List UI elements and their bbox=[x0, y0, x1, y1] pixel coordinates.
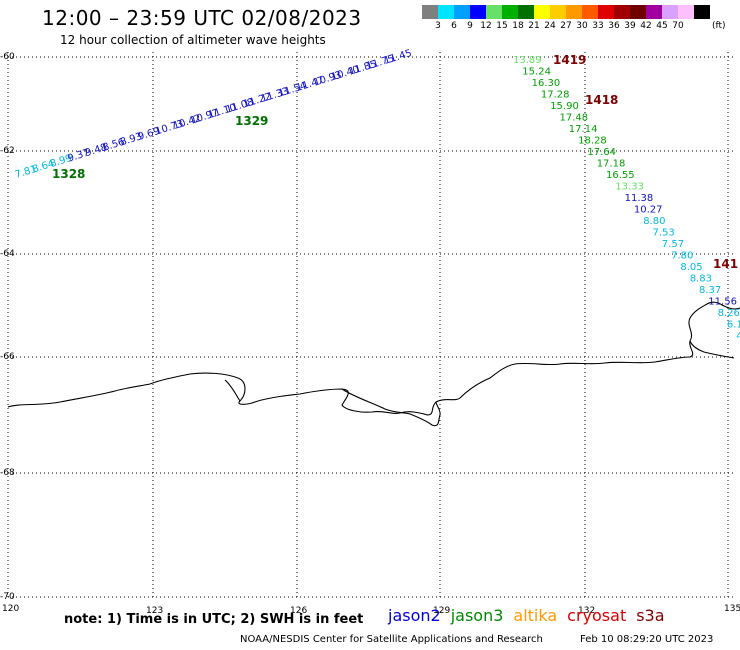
swh-value-label: 15.90 bbox=[550, 101, 579, 112]
swh-value-label: 6.17 bbox=[727, 320, 740, 331]
legend-label: 36 bbox=[608, 21, 620, 31]
pass-track-left: 7.818.648.999.379.488.568.939.6910.7310.… bbox=[14, 48, 414, 181]
legend-swatch bbox=[646, 5, 662, 19]
legend-label: 6 bbox=[451, 21, 457, 31]
pass-time-label: 1329 bbox=[235, 114, 268, 128]
satellite-name: jason3 bbox=[450, 606, 504, 625]
swh-value-label: 17.48 bbox=[560, 113, 589, 124]
longitude-label: 132 bbox=[578, 606, 596, 616]
legend-swatch bbox=[534, 5, 550, 19]
map-subtitle: 12 hour collection of altimeter wave hei… bbox=[60, 33, 326, 47]
satellite-name: altika bbox=[513, 606, 558, 625]
color-legend-bar bbox=[422, 5, 710, 19]
legend-label: 33 bbox=[592, 21, 604, 31]
swh-value-label: 11.56 bbox=[708, 297, 737, 308]
credit-timestamp: Feb 10 08:29:20 UTC 2023 bbox=[580, 634, 714, 645]
swh-value-label: 7.80 bbox=[671, 251, 693, 262]
legend-swatch bbox=[662, 5, 678, 19]
legend-label: 27 bbox=[560, 21, 572, 31]
latitude-label: -60 bbox=[0, 52, 15, 62]
graticule bbox=[7, 52, 736, 600]
swh-value-label: 7.53 bbox=[653, 228, 675, 239]
swh-value-label: 16.30 bbox=[532, 78, 561, 89]
swh-value-label: 13.89 bbox=[513, 55, 542, 66]
swh-value-label: 7.57 bbox=[662, 239, 684, 250]
latitude-label: -62 bbox=[0, 146, 15, 156]
longitude-label: 123 bbox=[146, 606, 164, 616]
latitude-label: -70 bbox=[0, 592, 15, 602]
pass-time-label: 1419 bbox=[553, 53, 586, 67]
legend-swatch bbox=[598, 5, 614, 19]
credit-text: NOAA/NESDIS Center for Satellite Applica… bbox=[240, 634, 543, 645]
legend-swatch bbox=[438, 5, 454, 19]
swh-value-label: 8.83 bbox=[690, 274, 712, 285]
legend-unit: (ft) bbox=[712, 21, 726, 31]
legend-swatch bbox=[582, 5, 598, 19]
legend-label: 30 bbox=[576, 21, 588, 31]
latitude-label: -68 bbox=[0, 468, 15, 478]
legend-label: 12 bbox=[480, 21, 492, 31]
swh-value-label: 11.38 bbox=[625, 193, 654, 204]
legend-label: 3 bbox=[435, 21, 441, 31]
legend-label: 18 bbox=[512, 21, 524, 31]
swh-value-label: 10.27 bbox=[634, 205, 663, 216]
legend-label: 42 bbox=[640, 21, 652, 31]
legend-swatch bbox=[630, 5, 646, 19]
swh-value-label: 17.14 bbox=[569, 124, 598, 135]
coastline-inlet bbox=[224, 340, 735, 427]
legend-label: 9 bbox=[467, 21, 473, 31]
latitude-label: -66 bbox=[0, 352, 15, 362]
swh-value-label: 8.80 bbox=[643, 216, 665, 227]
legend-swatch bbox=[422, 5, 438, 19]
satellite-name: jason2 bbox=[388, 606, 441, 625]
swh-value-label: 15.24 bbox=[522, 67, 551, 78]
longitude-label: 126 bbox=[290, 606, 308, 616]
swh-value-label: 8.37 bbox=[699, 285, 721, 296]
legend-label: 15 bbox=[496, 21, 508, 31]
map-title: 12:00 – 23:59 UTC 02/08/2023 bbox=[42, 6, 362, 30]
legend-swatch bbox=[502, 5, 518, 19]
pass-track-right: 13.8915.2416.3017.2815.9017.4817.1418.28… bbox=[513, 53, 740, 342]
legend-swatch bbox=[614, 5, 630, 19]
satellite-name: cryosat bbox=[567, 606, 627, 625]
swh-value-label: 17.64 bbox=[587, 147, 616, 158]
longitude-label: 120 bbox=[2, 604, 20, 614]
swh-value-label: 8.26 bbox=[718, 308, 740, 319]
pass-time-label: 1328 bbox=[52, 167, 85, 181]
coastline bbox=[7, 301, 740, 416]
swh-value-label: 18.28 bbox=[578, 136, 607, 147]
swh-value-label: 17.18 bbox=[597, 159, 626, 170]
longitude-label: 129 bbox=[433, 606, 451, 616]
legend-swatch bbox=[486, 5, 502, 19]
legend-swatch bbox=[454, 5, 470, 19]
swh-value-label: 8.05 bbox=[680, 262, 702, 273]
legend-label: 70 bbox=[672, 21, 684, 31]
swh-value-label: 13.33 bbox=[615, 182, 644, 193]
legend-swatch bbox=[518, 5, 534, 19]
legend-swatch bbox=[566, 5, 582, 19]
legend-swatch bbox=[678, 5, 694, 19]
legend-swatch bbox=[694, 5, 710, 19]
legend-label: 39 bbox=[624, 21, 636, 31]
footer-note: note: 1) Time is in UTC; 2) SWH is in fe… bbox=[64, 612, 364, 627]
satellite-name: s3a bbox=[636, 606, 665, 625]
swh-value-label: 4. bbox=[736, 331, 740, 342]
legend-swatch bbox=[550, 5, 566, 19]
legend-label: 21 bbox=[528, 21, 540, 31]
legend-swatch bbox=[470, 5, 486, 19]
satellite-legend: jason2 jason3 altika cryosat s3a bbox=[388, 606, 675, 625]
pass-time-label: 141 bbox=[713, 257, 738, 271]
swh-value-label: 17.28 bbox=[541, 90, 570, 101]
latitude-label: -64 bbox=[0, 249, 15, 259]
swh-value-label: 16.55 bbox=[606, 170, 635, 181]
longitude-label: 135 bbox=[724, 604, 740, 614]
legend-label: 45 bbox=[656, 21, 668, 31]
legend-label: 24 bbox=[544, 21, 556, 31]
swh-value-label: 11.45 bbox=[383, 48, 414, 67]
pass-time-label: 1418 bbox=[585, 93, 618, 107]
